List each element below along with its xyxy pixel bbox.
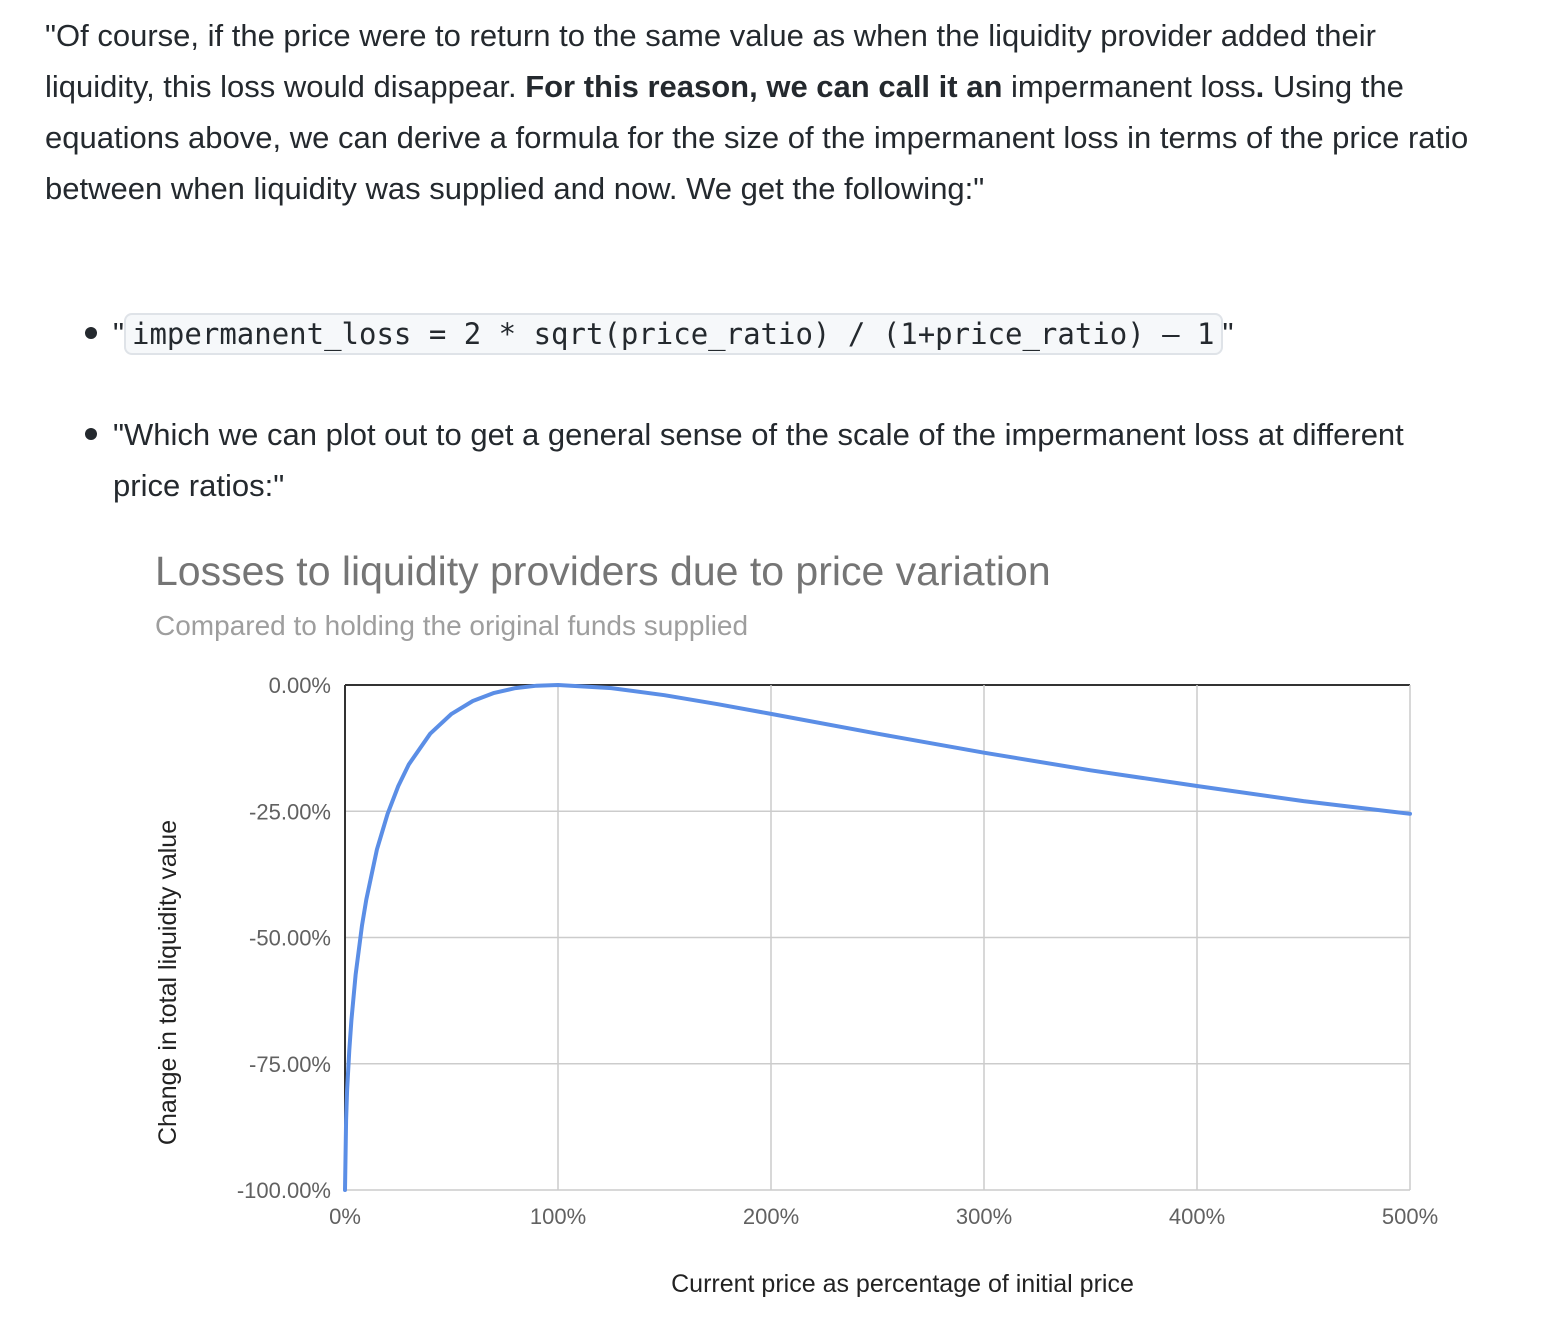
chart-subtitle: Compared to holding the original funds s… xyxy=(155,610,749,641)
paragraph-text-2: impermanent loss xyxy=(1002,69,1256,104)
x-tick-label: 500% xyxy=(1382,1204,1438,1229)
bullet-item-plot-description: "Which we can plot out to get a general … xyxy=(45,409,1465,511)
bullet-item-formula: " impermanent_loss = 2 * sqrt(price_ratio… xyxy=(45,308,1465,360)
y-tick-label: -75.00% xyxy=(249,1052,331,1077)
y-tick-label: -50.00% xyxy=(249,926,331,951)
paragraph-bold-2: . xyxy=(1255,69,1265,104)
formula-quote-open: " xyxy=(113,316,125,351)
paragraph-bold-1: For this reason, we can call it an xyxy=(525,69,1003,104)
x-tick-label: 300% xyxy=(956,1204,1012,1229)
x-tick-label: 100% xyxy=(530,1204,586,1229)
bullet-list-2: "Which we can plot out to get a general … xyxy=(45,409,1465,511)
x-tick-label: 400% xyxy=(1169,1204,1225,1229)
x-tick-label: 200% xyxy=(743,1204,799,1229)
series-line xyxy=(343,683,1412,1192)
y-tick-label: -100.00% xyxy=(237,1178,331,1203)
formula-quote-close: " xyxy=(1222,316,1234,351)
article-body: "Of course, if the price were to return … xyxy=(45,10,1485,214)
paragraph-text-3: Using the equations above, we can derive… xyxy=(45,69,1469,206)
x-tick-label: 0% xyxy=(329,1204,361,1229)
chart-container: Losses to liquidity providers due to pri… xyxy=(0,530,1558,1318)
chart-title: Losses to liquidity providers due to pri… xyxy=(155,548,1051,594)
y-axis-title: Change in total liquidity value xyxy=(154,820,182,1145)
formula-code: impermanent_loss = 2 * sqrt(price_ratio)… xyxy=(124,313,1223,355)
bullet-dot xyxy=(85,327,97,339)
line-chart: 0.00% -25.00% -50.00% -75.00% -100.00%0% 100%… xyxy=(154,673,1438,1298)
y-tick-label: -25.00% xyxy=(249,799,331,824)
bullet-list: " impermanent_loss = 2 * sqrt(price_ratio… xyxy=(45,308,1465,360)
x-axis-title: Current price as percentage of initial p… xyxy=(671,1270,1134,1298)
paragraph-text-1: "Of course, if the price were to return … xyxy=(45,18,1376,104)
bullet-text: "Which we can plot out to get a general … xyxy=(113,417,1404,503)
quote-paragraph: "Of course, if the price were to return … xyxy=(45,10,1485,214)
bullet-dot xyxy=(85,428,97,440)
y-tick-label: 0.00% xyxy=(269,673,331,698)
